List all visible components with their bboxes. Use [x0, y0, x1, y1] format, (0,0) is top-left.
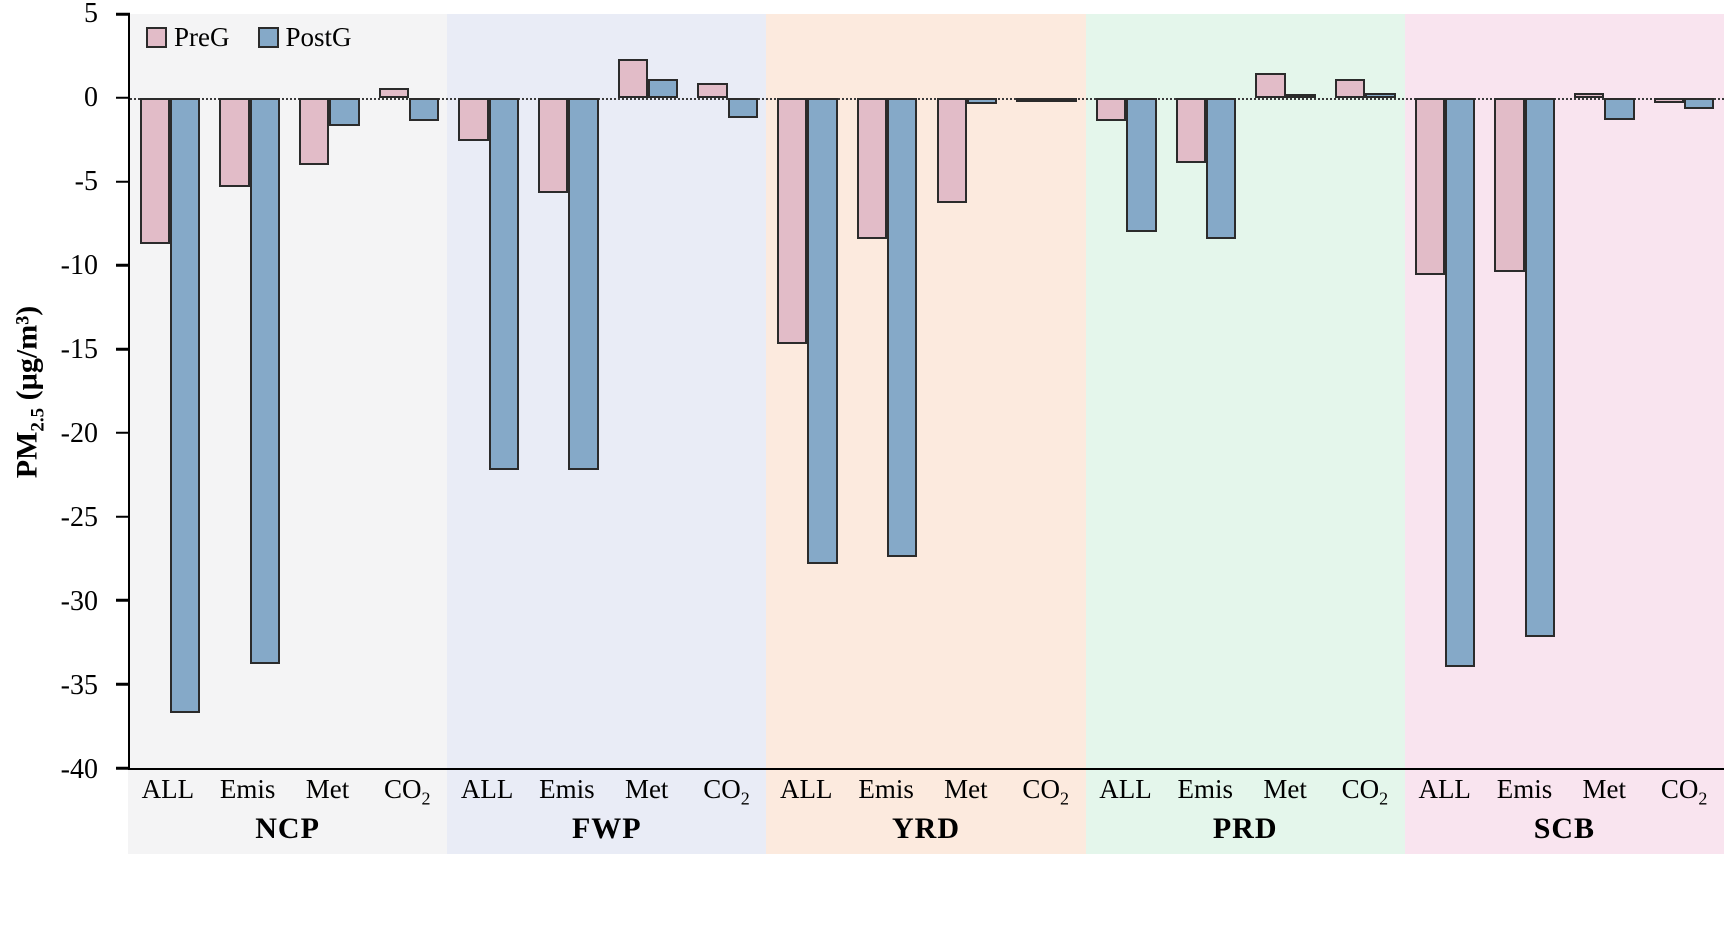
bar-prd-met-preg [1255, 72, 1286, 98]
y-tick-label: -15 [60, 334, 98, 365]
x-tick-label: Emis [1496, 774, 1553, 804]
x-tick-label: CO2 [384, 774, 431, 809]
bar-ncp-emis-preg [219, 97, 250, 187]
bar-fwp-emis-preg [538, 97, 569, 194]
region-labels-row: NCP FWP YRD PRD SCB [128, 812, 1724, 854]
region-label-yrd: YRD [892, 812, 960, 845]
y-tick-mark [116, 682, 130, 686]
legend-item-postg: PostG [257, 22, 352, 53]
y-tick-mark [116, 347, 130, 351]
y-tick-mark [116, 766, 130, 770]
x-tick-label: ALL [780, 774, 833, 804]
y-tick-mark [116, 264, 130, 267]
postg-swatch-icon [257, 27, 279, 48]
region-label-scb: SCB [1533, 812, 1596, 845]
bar-prd-all-preg [1095, 97, 1127, 122]
bar-prd-co2-preg [1335, 79, 1366, 98]
x-tick-label: ALL [1099, 774, 1152, 804]
bar-yrd-met-preg [936, 97, 967, 204]
bar-yrd-emis-preg [856, 97, 888, 239]
bar-prd-all-postg [1126, 97, 1157, 232]
y-tick-mark [116, 599, 130, 602]
plot-frame: PreG PostG [116, 12, 1724, 770]
bar-scb-emis-preg [1494, 97, 1525, 273]
bar-prd-emis-preg [1175, 97, 1206, 164]
y-tick-label: -10 [60, 250, 98, 281]
x-tick-label: CO2 [1022, 774, 1069, 809]
bar-ncp-co2-postg [408, 97, 440, 122]
y-tick-label: -35 [60, 670, 98, 701]
bar-scb-co2-preg [1653, 97, 1685, 103]
legend-label-postg: PostG [285, 22, 352, 52]
bar-ncp-met-postg [329, 97, 360, 127]
x-tick-label: Emis [858, 774, 914, 804]
bar-fwp-emis-postg [568, 97, 599, 470]
bar-prd-emis-postg [1205, 97, 1237, 239]
y-tick-label: -25 [60, 502, 98, 533]
bar-fwp-co2-preg [697, 82, 728, 98]
bar-scb-met-preg [1574, 92, 1605, 98]
region-label-ncp: NCP [255, 812, 320, 845]
x-tick-label: Emis [1177, 774, 1234, 804]
x-tick-label: ALL [141, 774, 195, 804]
x-tick-label: CO2 [1341, 774, 1389, 809]
bar-ncp-emis-postg [249, 97, 280, 665]
bar-yrd-emis-postg [887, 97, 918, 557]
bar-yrd-met-postg [966, 97, 998, 105]
bar-ncp-co2-preg [378, 87, 409, 98]
x-tick-label: Met [1263, 774, 1307, 804]
bar-fwp-co2-postg [727, 97, 759, 118]
y-tick-label: -5 [74, 166, 98, 197]
preg-swatch-icon [146, 27, 167, 48]
y-tick-label: -30 [60, 586, 98, 617]
bar-yrd-co2-postg [1046, 97, 1077, 102]
y-tick-mark [116, 180, 130, 183]
bar-fwp-all-postg [488, 97, 519, 470]
x-tick-label: CO2 [703, 774, 750, 809]
y-tick-mark [116, 96, 130, 100]
region-label-fwp: FWP [571, 812, 642, 845]
y-tick-label: -40 [60, 754, 98, 785]
x-tick-label: ALL [1418, 774, 1471, 804]
plot-area: PreG PostG ALL Emis Met CO2 ALL Emis Met CO2 ALL… [116, 12, 1725, 854]
x-tick-label: ALL [460, 774, 514, 804]
bar-fwp-met-postg [648, 79, 679, 98]
y-tick-label: 5 [84, 0, 98, 29]
y-tick-mark [116, 515, 130, 518]
bar-scb-all-preg [1414, 97, 1446, 276]
zero-gridline [130, 97, 1724, 100]
bar-scb-all-postg [1445, 97, 1476, 668]
bar-prd-co2-postg [1365, 92, 1396, 98]
x-tick-label: Emis [539, 774, 595, 804]
bar-ncp-met-preg [298, 97, 330, 165]
y-tick-label: 0 [84, 82, 98, 113]
x-axis-labels: ALL Emis Met CO2 ALL Emis Met CO2 ALL Emis Met CO2 A… [128, 774, 1724, 812]
y-tick-mark [116, 431, 130, 435]
y-tick-mark [116, 12, 130, 16]
y-axis-ticks: 5 0 -5 -10 -15 -20 -25 -30 -35 -40 [0, 0, 118, 785]
bar-yrd-co2-preg [1016, 97, 1047, 102]
x-tick-label: Emis [219, 774, 276, 804]
x-tick-label: Met [305, 774, 350, 804]
legend: PreG PostG [146, 22, 352, 53]
bar-ncp-all-preg [139, 97, 170, 244]
x-tick-label: Met [624, 774, 669, 804]
bar-scb-emis-postg [1524, 97, 1556, 638]
legend-item-preg: PreG [146, 22, 230, 53]
region-label-prd: PRD [1212, 812, 1278, 845]
bar-scb-co2-postg [1684, 97, 1715, 110]
x-tick-label: Met [944, 774, 988, 804]
bar-scb-met-postg [1604, 97, 1635, 120]
bar-fwp-met-preg [617, 59, 649, 98]
legend-label-preg: PreG [174, 22, 230, 52]
bar-yrd-all-postg [807, 97, 838, 564]
y-tick-label: -20 [60, 418, 98, 449]
bar-yrd-all-preg [777, 97, 808, 345]
x-tick-label: CO2 [1660, 774, 1708, 809]
bar-prd-met-postg [1285, 94, 1316, 99]
bar-ncp-all-postg [169, 97, 201, 713]
x-tick-label: Met [1582, 774, 1627, 804]
bar-fwp-all-preg [458, 97, 489, 142]
